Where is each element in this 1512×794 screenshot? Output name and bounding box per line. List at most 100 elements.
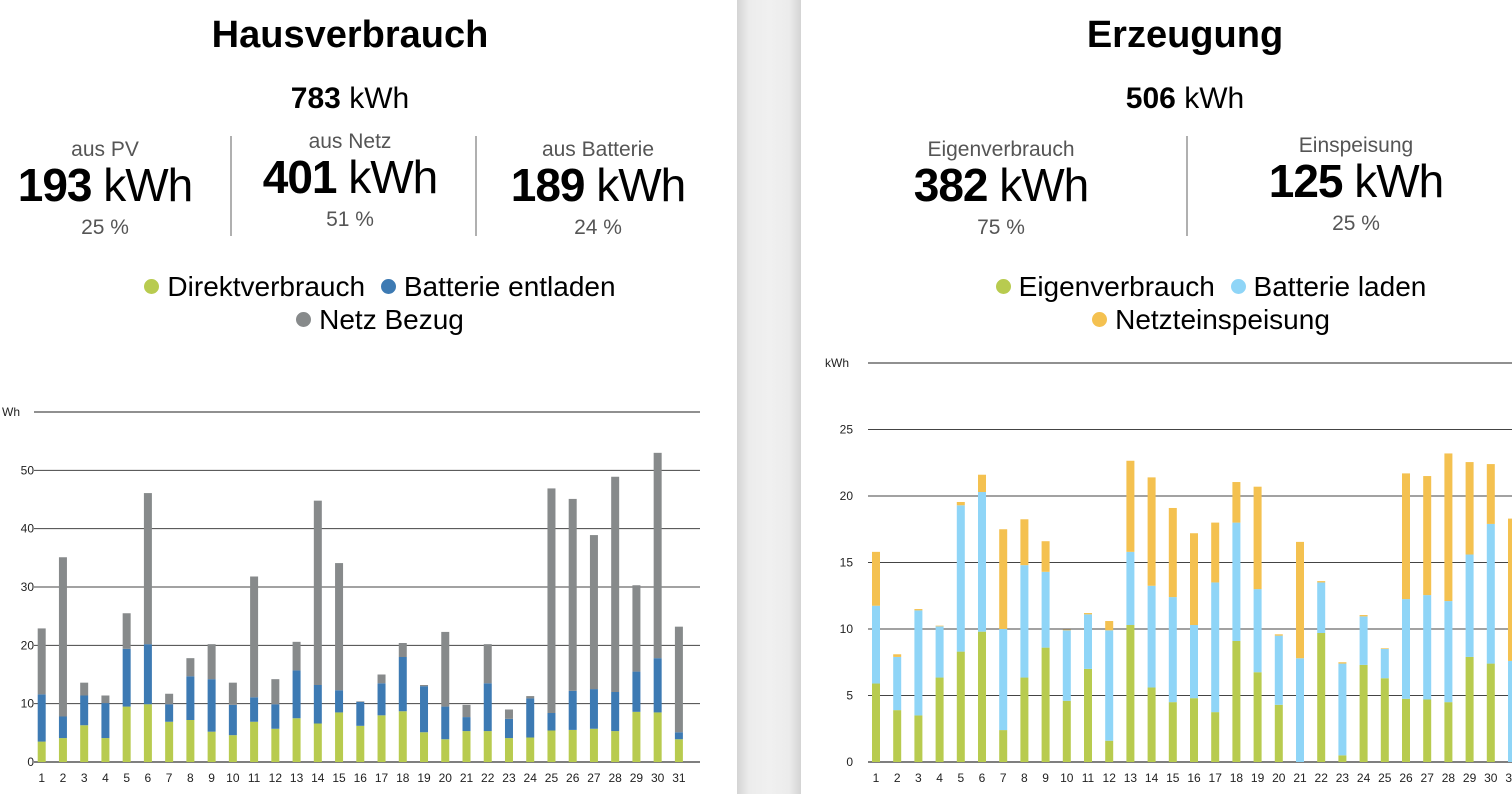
stat-from-battery: aus Batterie 189 kWh 24 % <box>492 138 704 240</box>
bar-segment-netz-bezug <box>462 704 471 718</box>
bar-segment-batterie-laden <box>872 605 880 684</box>
bar-segment-batterie-laden <box>1444 601 1453 703</box>
bar-segment-direktverbrauch <box>568 729 577 762</box>
stat-value: 193 kWh <box>0 162 210 208</box>
x-tick-label: 17 <box>375 771 389 785</box>
bar-segment-direktverbrauch <box>207 731 216 762</box>
bar-segment-batterie-laden <box>1465 554 1474 657</box>
x-tick-label: 13 <box>290 771 304 785</box>
legend-item-battery-discharge[interactable]: Batterie entladen <box>380 270 616 303</box>
bar-segment-netzteinspeisung <box>1296 541 1304 659</box>
bar-segment-netz-bezug <box>674 626 683 733</box>
bar-segment-direktverbrauch <box>58 738 67 762</box>
total-consumption: 783 kWh <box>0 82 700 116</box>
bar-segment-batterie-laden <box>1274 635 1283 705</box>
bar-segment-netz-bezug <box>228 682 237 705</box>
bar-segment-direktverbrauch <box>674 739 683 762</box>
x-tick-label: 21 <box>1293 771 1307 785</box>
bar-segment-eigenverbrauch <box>999 730 1008 762</box>
bar-segment-direktverbrauch <box>504 738 513 762</box>
bar-segment-netz-bezug <box>250 576 259 698</box>
chart-legend: Eigenverbrauch Batterie laden Netzteinsp… <box>861 270 1512 336</box>
bar-segment-batterie-laden <box>1126 551 1135 626</box>
bar-segment-netzteinspeisung <box>978 474 986 493</box>
bar-segment-batterie-laden <box>1402 599 1410 699</box>
bar-segment-netzteinspeisung <box>1190 533 1198 626</box>
x-tick-label: 2 <box>60 771 67 785</box>
x-tick-label: 5 <box>123 771 130 785</box>
bar-segment-netz-bezug <box>37 628 46 695</box>
legend-item-battery-charge[interactable]: Batterie laden <box>1230 270 1427 303</box>
bar-segment-netz-bezug <box>547 488 556 713</box>
bar-segment-netzteinspeisung <box>1147 477 1156 586</box>
stat-number: 125 <box>1268 155 1344 207</box>
x-tick-label: 6 <box>979 771 986 785</box>
bar-segment-netzteinspeisung <box>1380 648 1389 649</box>
legend-item-grid[interactable]: Netz Bezug <box>296 303 464 336</box>
legend-label: Batterie laden <box>1253 271 1427 302</box>
legend-item-feed-in[interactable]: Netzteinspeisung <box>1092 303 1330 336</box>
y-tick-label: 0 <box>27 755 34 769</box>
x-tick-label: 11 <box>248 771 261 785</box>
x-tick-label: 27 <box>1421 771 1435 785</box>
bar-segment-netzteinspeisung <box>1105 621 1114 631</box>
stat-unit: kWh <box>999 159 1089 211</box>
bar-segment-batterie-entladen <box>653 658 662 713</box>
x-tick-label: 1 <box>38 771 45 785</box>
bar-segment-batterie-entladen <box>547 713 556 731</box>
bar-segment-netz-bezug <box>292 641 301 671</box>
bar-segment-batterie-laden <box>1296 658 1304 762</box>
x-tick-label: 15 <box>332 771 346 785</box>
x-tick-label: 3 <box>915 771 922 785</box>
x-tick-label: 7 <box>1000 771 1007 785</box>
bar-segment-batterie-entladen <box>250 697 259 722</box>
bar-segment-batterie-entladen <box>101 703 110 739</box>
stat-from-grid: aus Netz 401 kWh 51 % <box>245 130 455 232</box>
x-tick-label: 22 <box>1315 771 1329 785</box>
x-tick-label: 4 <box>936 771 943 785</box>
x-tick-label: 20 <box>439 771 453 785</box>
legend-item-direct[interactable]: Direktverbrauch <box>144 270 365 303</box>
bar-segment-batterie-laden <box>1359 616 1368 665</box>
bar-segment-batterie-laden <box>1211 582 1220 713</box>
bar-segment-netz-bezug <box>632 585 641 672</box>
bar-segment-eigenverbrauch <box>1317 632 1326 762</box>
stat-number: 382 <box>913 159 989 211</box>
bar-segment-netz-bezug <box>80 682 89 696</box>
bar-segment-batterie-laden <box>1423 595 1432 700</box>
bar-segment-netz-bezug <box>165 693 174 705</box>
x-tick-label: 17 <box>1209 771 1223 785</box>
bar-segment-eigenverbrauch <box>1084 668 1092 762</box>
bar-segment-netzteinspeisung <box>935 625 944 627</box>
bar-segment-batterie-entladen <box>37 694 46 742</box>
bar-segment-netz-bezug <box>611 476 620 692</box>
x-tick-label: 22 <box>481 771 495 785</box>
bar-segment-netz-bezug <box>58 557 67 717</box>
y-tick-label: 50 <box>21 463 35 477</box>
x-tick-label: 10 <box>226 771 240 785</box>
x-tick-label: 29 <box>1463 771 1477 785</box>
bar-segment-eigenverbrauch <box>1380 678 1389 762</box>
bar-segment-direktverbrauch <box>313 723 322 762</box>
bar-segment-batterie-laden <box>1486 523 1495 664</box>
stat-label: Eigenverbrauch <box>927 138 1075 161</box>
x-tick-label: 14 <box>311 771 325 785</box>
house-consumption-panel: Hausverbrauch 783 kWh aus PV 193 kWh 25 … <box>0 0 737 794</box>
x-tick-label: 10 <box>1060 771 1074 785</box>
total-value: 783 <box>290 82 341 115</box>
bar-segment-netzteinspeisung <box>1338 662 1347 664</box>
bar-segment-eigenverbrauch <box>1274 704 1283 762</box>
y-axis-unit-label: kWh <box>825 356 849 370</box>
x-tick-label: 8 <box>1021 771 1028 785</box>
bar-segment-netzteinspeisung <box>893 654 902 657</box>
bar-segment-eigenverbrauch <box>1402 698 1410 762</box>
legend-item-self-consumption[interactable]: Eigenverbrauch <box>995 270 1215 303</box>
bar-segment-netz-bezug <box>504 709 513 719</box>
x-tick-label: 24 <box>524 771 538 785</box>
legend-dot-icon <box>144 279 160 294</box>
bar-segment-batterie-laden <box>1508 660 1512 762</box>
bar-segment-batterie-laden <box>1232 522 1241 641</box>
bar-segment-eigenverbrauch <box>1253 672 1262 762</box>
x-tick-label: 29 <box>630 771 644 785</box>
bar-segment-direktverbrauch <box>250 721 259 762</box>
